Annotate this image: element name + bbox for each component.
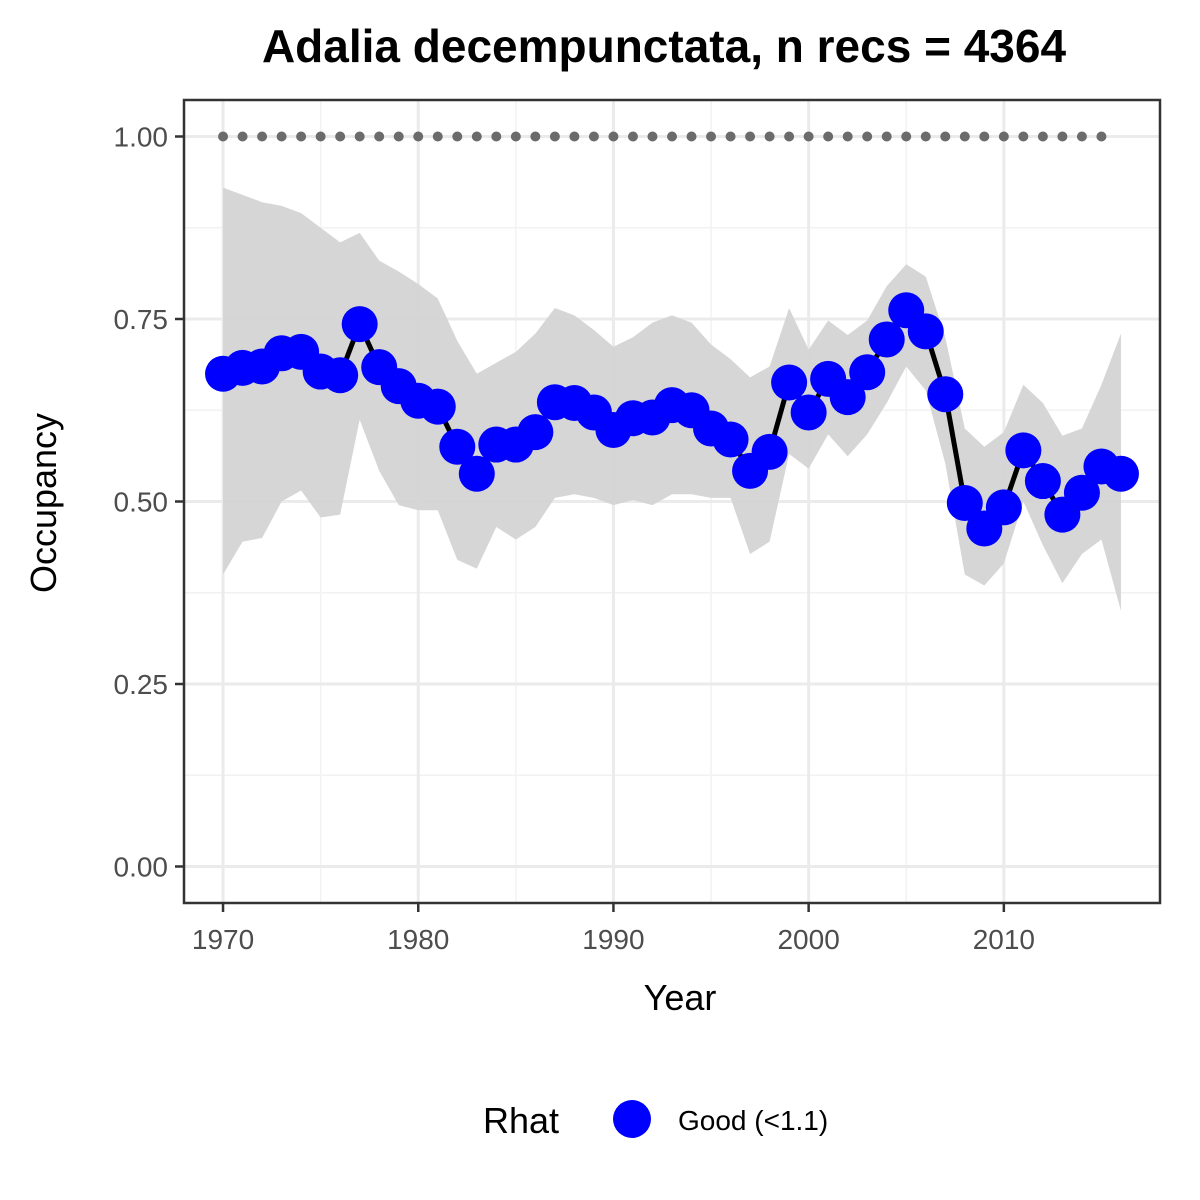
x-tick-label: 1970 [192,924,254,955]
y-tick-label: 0.50 [114,487,169,518]
occupancy-point [829,379,866,416]
occupancy-point [322,357,359,394]
reference-point [764,131,775,142]
x-tick-label: 1980 [387,924,449,955]
reference-point [881,131,892,142]
reference-point [647,131,658,142]
occupancy-point [790,394,827,431]
occupancy-point [517,414,554,451]
occupancy-point [946,484,983,521]
reference-point [530,131,541,142]
legend: Rhat Good (<1.1) [483,1100,828,1141]
reference-point [471,131,482,142]
reference-point [1057,131,1068,142]
x-axis-title: Year [644,977,717,1018]
reference-point [335,131,346,142]
occupancy-point [927,376,964,413]
chart-title: Adalia decempunctata, n recs = 4364 [262,20,1067,72]
reference-point [393,131,404,142]
reference-point [237,131,248,142]
reference-point [354,131,365,142]
reference-point [920,131,931,142]
occupancy-point [712,421,749,458]
occupancy-point [771,364,808,401]
reference-point [296,131,307,142]
reference-point [276,131,287,142]
reference-point [569,131,580,142]
reference-point [257,131,268,142]
reference-point [959,131,970,142]
occupancy-point [1063,474,1100,511]
reference-point [1018,131,1029,142]
reference-point [627,131,638,142]
reference-point [413,131,424,142]
y-tick-label: 1.00 [114,122,169,153]
reference-point [823,131,834,142]
reference-point [725,131,736,142]
reference-point [491,131,502,142]
occupancy-point [868,321,905,358]
reference-point [862,131,873,142]
reference-point [940,131,951,142]
reference-point [608,131,619,142]
y-tick-label: 0.25 [114,669,169,700]
reference-point [686,131,697,142]
reference-point [998,131,1009,142]
plot-area: 0.00 0.25 0.50 0.75 1.00 1970 1980 1990 2000 2010 [114,98,1162,955]
reference-point [510,131,521,142]
reference-point [1037,131,1048,142]
reference-point [745,131,756,142]
reference-point [218,131,229,142]
occupancy-point [751,433,788,470]
reference-point [452,131,463,142]
legend-key-good [613,1100,651,1138]
legend-label-good: Good (<1.1) [678,1105,828,1136]
y-tick-label: 0.00 [114,852,169,883]
occupancy-point [341,306,378,343]
occupancy-point [985,489,1022,526]
reference-point [803,131,814,142]
reference-point [432,131,443,142]
occupancy-point [1024,463,1061,500]
reference-point [784,131,795,142]
occupancy-point [1102,455,1139,492]
occupancy-point [1005,432,1042,469]
y-tick-label: 0.75 [114,304,169,335]
reference-point [374,131,385,142]
reference-point [549,131,560,142]
occupancy-point [419,388,456,425]
x-tick-label: 1990 [582,924,644,955]
legend-title: Rhat [483,1100,559,1141]
reference-point [1076,131,1087,142]
x-tick-label: 2010 [973,924,1035,955]
occupancy-point [849,354,886,391]
occupancy-point [458,455,495,492]
reference-point [979,131,990,142]
reference-point [315,131,326,142]
occupancy-point [907,313,944,350]
reference-point [667,131,677,142]
y-axis-title: Occupancy [23,413,64,593]
reference-point [842,131,853,142]
reference-point [901,131,912,142]
reference-point [1096,131,1107,142]
reference-point [706,131,717,142]
occupancy-point [439,428,476,465]
x-tick-label: 2000 [777,924,839,955]
reference-point [588,131,599,142]
